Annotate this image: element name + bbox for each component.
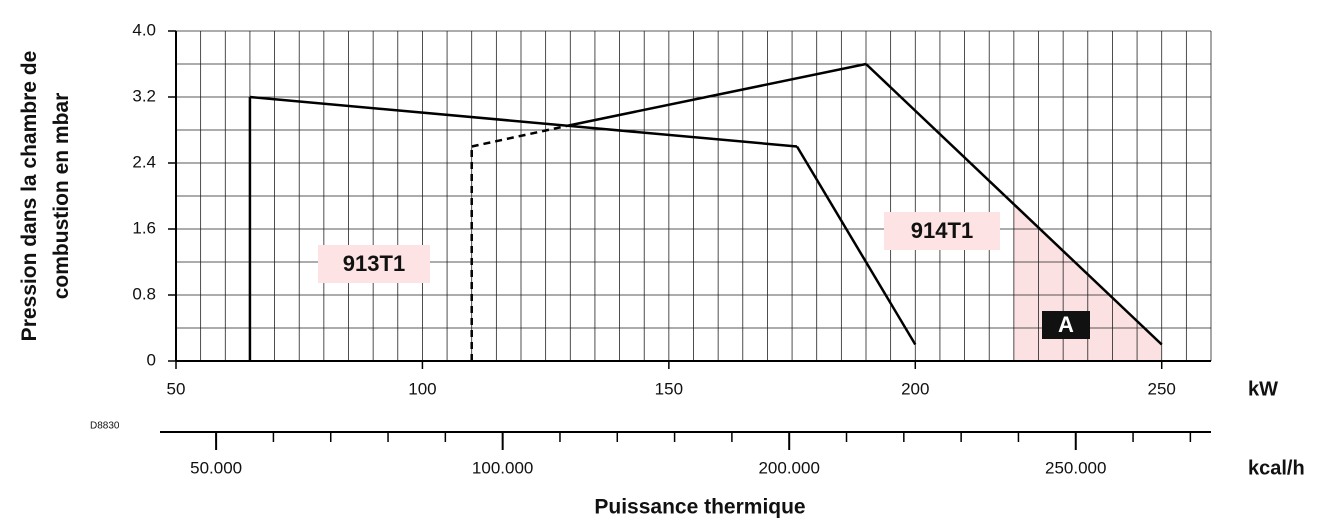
y-tick-label: 2.4 [132, 152, 156, 171]
x2-tick-label: 100.000 [472, 458, 533, 477]
y-tick-label: 0 [147, 350, 156, 369]
series-segment [471, 124, 568, 148]
y-tick-label: 0.8 [132, 284, 156, 303]
x2-tick-label: 200.000 [758, 458, 819, 477]
area-label: A [1058, 312, 1074, 337]
x2-tick-label: 50.000 [190, 458, 242, 477]
series-segment [795, 145, 917, 346]
x-tick-label: 150 [655, 379, 683, 398]
x-tick-label: 250 [1148, 379, 1176, 398]
x2-unit: kcal/h [1248, 457, 1305, 479]
series-label-box [884, 212, 1000, 250]
figure-code: D8830 [90, 421, 120, 432]
series-segment [865, 63, 1163, 346]
x-axis-title: Puissance thermique [594, 496, 805, 519]
x-tick-label: 200 [901, 379, 929, 398]
y-axis-title-line: Pression dans la chambre de [18, 51, 41, 342]
series-segment [249, 95, 798, 148]
x-tick-label: 100 [408, 379, 436, 398]
y-axis-title: Pression dans la chambre de combustion en… [18, 51, 73, 342]
y-tick-label: 3.2 [132, 86, 156, 105]
x-unit: kW [1248, 378, 1278, 400]
y-tick-label: 1.6 [132, 218, 156, 237]
x-tick-label: 50 [167, 379, 186, 398]
series-label-box [318, 245, 430, 283]
x2-tick-label: 250.000 [1045, 458, 1106, 477]
y-axis-title-line: combustion en mbar [50, 93, 73, 300]
series-label: 913T1 [343, 251, 405, 276]
series-segment [566, 62, 867, 128]
area-label-box [1042, 311, 1090, 339]
series-label: 914T1 [911, 218, 973, 243]
y-tick-label: 4.0 [132, 20, 156, 39]
